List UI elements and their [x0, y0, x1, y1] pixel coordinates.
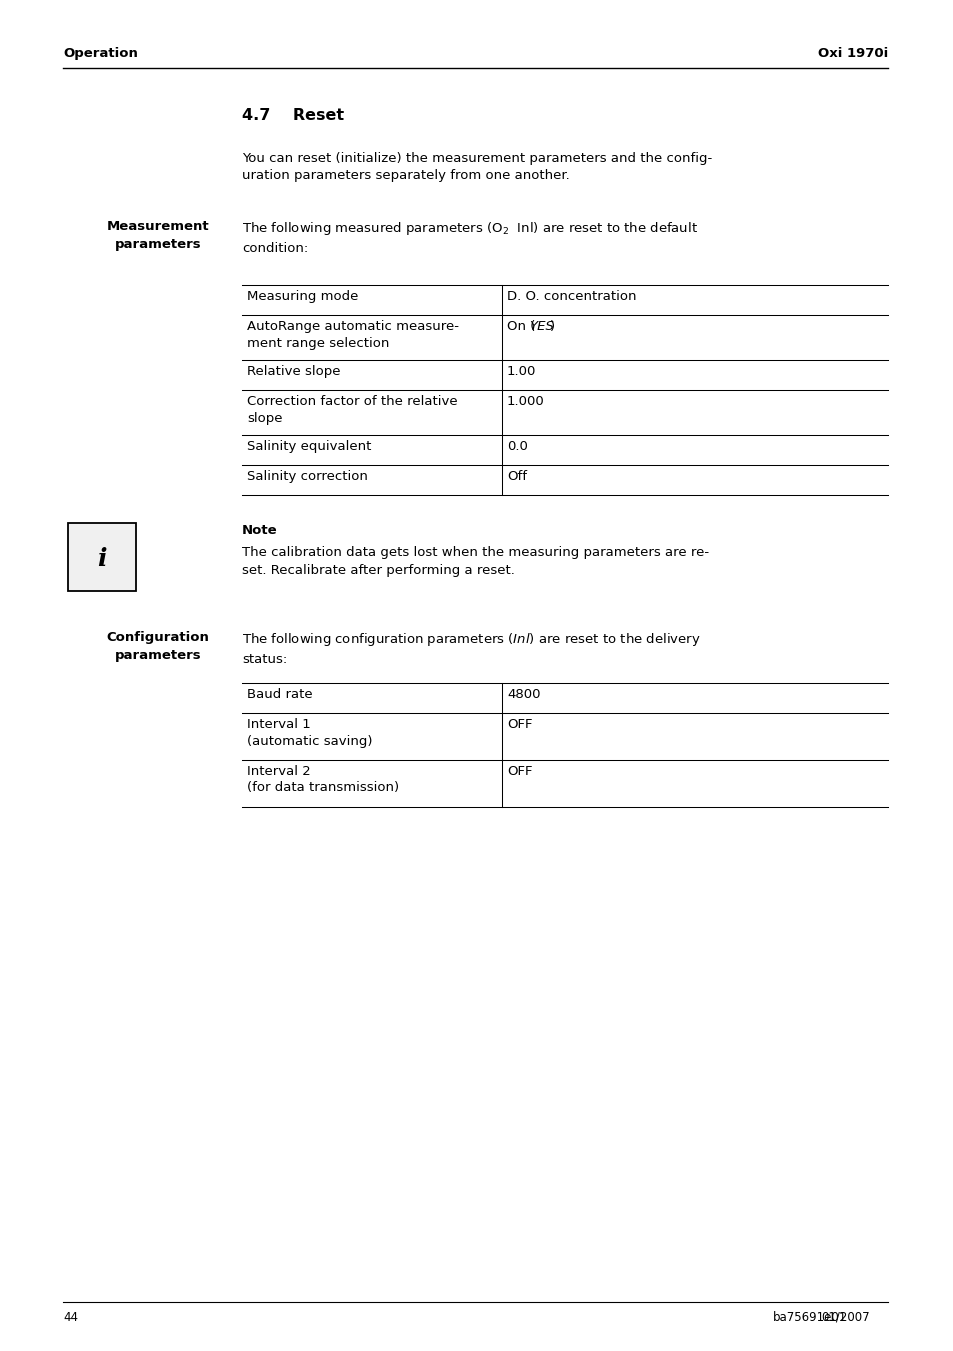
Text: You can reset (initialize) the measurement parameters and the config-
uration pa: You can reset (initialize) the measureme…: [242, 153, 712, 182]
Text: The calibration data gets lost when the measuring parameters are re-
set. Recali: The calibration data gets lost when the …: [242, 546, 708, 577]
Text: ): ): [549, 320, 554, 332]
Text: 0.0: 0.0: [506, 440, 527, 453]
Text: Oxi 1970i: Oxi 1970i: [817, 47, 887, 59]
Text: On (: On (: [506, 320, 535, 332]
Text: 4.7    Reset: 4.7 Reset: [242, 108, 344, 123]
Text: D. O. concentration: D. O. concentration: [506, 290, 636, 303]
Text: i: i: [97, 547, 107, 571]
Text: Salinity equivalent: Salinity equivalent: [247, 440, 371, 453]
Text: Baud rate: Baud rate: [247, 688, 313, 701]
Text: AutoRange automatic measure-
ment range selection: AutoRange automatic measure- ment range …: [247, 320, 458, 350]
Text: 1.00: 1.00: [506, 365, 536, 378]
Text: 4800: 4800: [506, 688, 540, 701]
Text: The following configuration parameters ($\it{Inl}$) are reset to the delivery
st: The following configuration parameters (…: [242, 631, 700, 666]
Text: 44: 44: [63, 1310, 78, 1324]
FancyBboxPatch shape: [68, 523, 136, 590]
Text: ba75691e01: ba75691e01: [772, 1310, 846, 1324]
Text: The following measured parameters (O$_2$  Inl) are reset to the default
conditio: The following measured parameters (O$_2$…: [242, 220, 698, 254]
Text: Salinity correction: Salinity correction: [247, 470, 368, 484]
Text: Operation: Operation: [63, 47, 138, 59]
Text: 01/2007: 01/2007: [821, 1310, 869, 1324]
Text: Note: Note: [242, 524, 277, 536]
Text: OFF: OFF: [506, 717, 532, 731]
Text: Off: Off: [506, 470, 526, 484]
Text: Correction factor of the relative
slope: Correction factor of the relative slope: [247, 394, 457, 424]
Text: Interval 2
(for data transmission): Interval 2 (for data transmission): [247, 765, 398, 794]
Text: OFF: OFF: [506, 765, 532, 778]
Text: 1.000: 1.000: [506, 394, 544, 408]
Text: Measurement
parameters: Measurement parameters: [107, 220, 209, 250]
Text: Configuration
parameters: Configuration parameters: [107, 631, 210, 662]
Text: YES: YES: [529, 320, 554, 332]
Text: Relative slope: Relative slope: [247, 365, 340, 378]
Text: Interval 1
(automatic saving): Interval 1 (automatic saving): [247, 717, 372, 747]
Text: Measuring mode: Measuring mode: [247, 290, 358, 303]
